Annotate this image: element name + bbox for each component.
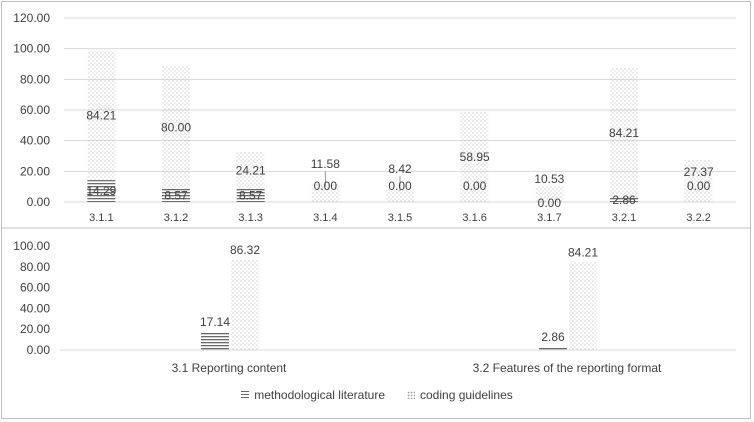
x-tick-label: 3.1.5 xyxy=(388,212,412,224)
top-chart: 0.00 20.00 40.00 60.00 80.00 100.00 120.00 3.1.… xyxy=(1,11,751,229)
x-tick-label: 3.1.6 xyxy=(462,212,486,224)
y-tick-label: 60.00 xyxy=(20,103,50,117)
bar-methodological xyxy=(162,188,190,202)
x-tick-label: 3.1.1 xyxy=(89,212,113,224)
data-label-methodological: 14.29 xyxy=(86,184,116,198)
data-label-methodological: 8.57 xyxy=(164,188,188,202)
data-label-coding: 8.42 xyxy=(388,162,412,176)
legend-label-coding: coding guidelines xyxy=(420,388,513,402)
dot-swatch-icon xyxy=(407,391,415,399)
x-tick-label: 3.1.2 xyxy=(164,212,188,224)
y-tick-label: 20.00 xyxy=(20,322,50,336)
data-label-methodological: 0.00 xyxy=(538,196,562,210)
bar-coding xyxy=(684,160,713,202)
y-tick-label: 40.00 xyxy=(20,301,50,315)
bar-methodological xyxy=(610,197,638,202)
data-label-methodological: 0.00 xyxy=(687,179,711,193)
bar-coding xyxy=(236,151,265,189)
y-tick-label: 120.00 xyxy=(13,11,50,25)
bar-coding xyxy=(569,262,597,350)
x-tick-label: 3.1.4 xyxy=(313,212,337,224)
legend-label-methodological: methodological literature xyxy=(254,388,385,402)
bottom-chart: 0.00 20.00 40.00 60.00 80.00 100.00 17.14 86.32… xyxy=(13,239,736,375)
data-label-coding: 58.95 xyxy=(460,150,490,164)
bar-coding xyxy=(386,189,414,202)
legend: methodological literature coding guideli… xyxy=(0,388,754,402)
data-label-methodological: 0.00 xyxy=(314,179,338,193)
legend-entry-methodological: methodological literature xyxy=(241,388,385,402)
x-tick-label: 3.1.3 xyxy=(238,212,262,224)
y-tick-label: 100.00 xyxy=(13,42,50,56)
bar-methodological xyxy=(87,180,116,202)
bar-coding xyxy=(535,185,564,202)
data-label-coding: 11.58 xyxy=(311,157,340,171)
bar-methodological xyxy=(201,332,229,350)
bar-coding xyxy=(311,184,340,202)
x-tick-label: 3.2 Features of the reporting format xyxy=(473,361,662,375)
data-label-coding: 24.21 xyxy=(236,163,266,177)
bar-methodological xyxy=(539,347,567,350)
data-label-coding: 86.32 xyxy=(230,243,260,257)
x-tick-label: 3.2.2 xyxy=(686,212,710,224)
data-label-coding: 80.00 xyxy=(161,121,191,135)
data-label-methodological: 17.14 xyxy=(200,315,230,329)
stripe-swatch-icon xyxy=(241,391,250,399)
bar-coding xyxy=(610,68,638,198)
legend-entry-coding: coding guidelines xyxy=(407,388,513,402)
bar-coding xyxy=(460,111,489,202)
bar-methodological xyxy=(236,188,265,202)
y-tick-label: 0.00 xyxy=(27,195,51,209)
data-label-methodological: 0.00 xyxy=(463,179,487,193)
x-tick-label: 3.2.1 xyxy=(612,212,636,224)
y-tick-label: 100.00 xyxy=(13,239,50,253)
bar-coding xyxy=(231,260,259,350)
data-label-methodological: 2.86 xyxy=(612,193,636,207)
data-label-methodological: 0.00 xyxy=(388,179,412,193)
y-tick-label: 80.00 xyxy=(20,260,50,274)
data-label-coding: 84.21 xyxy=(568,245,598,259)
x-tick-label: 3.1.7 xyxy=(537,212,561,224)
data-label-coding: 84.21 xyxy=(609,126,639,140)
y-tick-label: 0.00 xyxy=(27,343,51,357)
bar-coding xyxy=(162,66,190,189)
data-label-methodological: 8.57 xyxy=(239,188,263,202)
y-tick-label: 20.00 xyxy=(20,164,50,178)
data-label-coding: 10.53 xyxy=(534,172,564,186)
data-label-methodological: 2.86 xyxy=(541,330,565,344)
y-tick-label: 80.00 xyxy=(20,72,50,86)
x-tick-label: 3.1 Reporting content xyxy=(172,361,287,375)
bar-coding xyxy=(87,50,116,181)
data-label-coding: 27.37 xyxy=(684,165,714,179)
y-tick-label: 60.00 xyxy=(20,281,50,295)
y-tick-label: 40.00 xyxy=(20,134,50,148)
data-label-coding: 84.21 xyxy=(86,109,116,123)
